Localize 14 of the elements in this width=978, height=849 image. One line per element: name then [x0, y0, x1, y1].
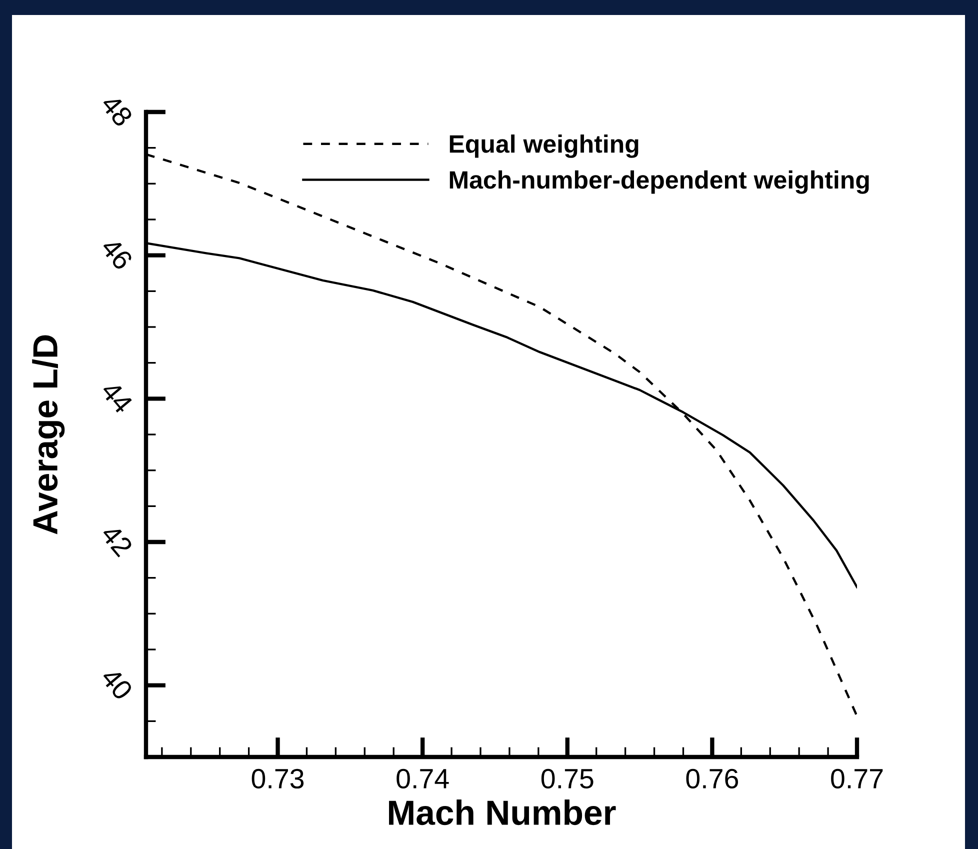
x-tick-label: 0.75 — [541, 768, 594, 789]
x-tick-label: 0.73 — [252, 768, 304, 789]
x-tick-label: 0.77 — [831, 768, 883, 789]
y-tick-label: 46 — [100, 236, 134, 272]
legend-label: Mach-number-dependent weighting — [450, 170, 869, 194]
y-tick-label: 42 — [100, 522, 134, 558]
legend-label: Equal weighting — [450, 134, 638, 158]
y-tick-label: 48 — [100, 92, 134, 128]
y-tick-label: 44 — [100, 380, 134, 414]
y-tick-label: 40 — [100, 666, 134, 702]
x-tick-label: 0.76 — [686, 768, 738, 789]
x-axis-title: Mach Number — [389, 800, 616, 826]
y-axis-title: Average L/D — [32, 335, 65, 534]
x-tick-label: 0.74 — [396, 768, 449, 789]
